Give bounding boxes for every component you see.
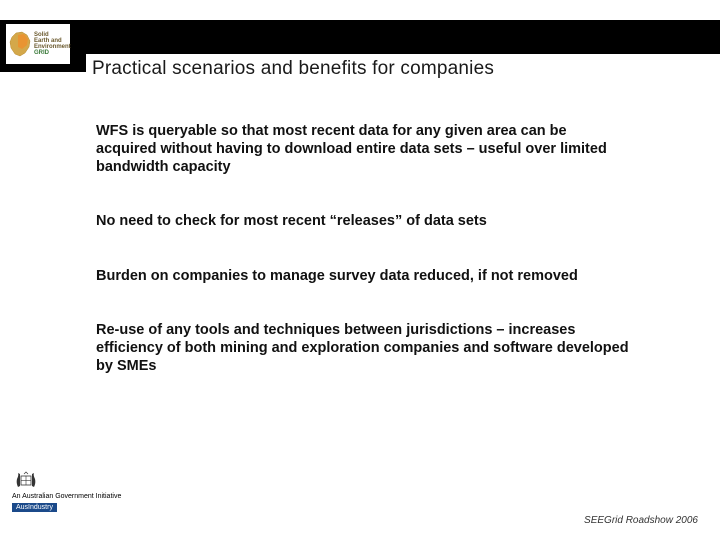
top-logo-text: Solid Earth and Environment GRID xyxy=(34,32,71,57)
bullet-item: No need to check for most recent “releas… xyxy=(96,212,630,230)
page-title: Practical scenarios and benefits for com… xyxy=(92,58,494,80)
content-area: WFS is queryable so that most recent dat… xyxy=(96,122,630,411)
footer-text: SEEGrid Roadshow 2006 xyxy=(584,515,698,526)
title-band: Practical scenarios and benefits for com… xyxy=(86,54,720,84)
coat-of-arms-icon xyxy=(12,469,40,491)
bullet-item: Re-use of any tools and techniques betwe… xyxy=(96,321,630,375)
australia-map-icon xyxy=(8,29,32,59)
ausindustry-tag: AusIndustry xyxy=(12,503,57,512)
bottom-logo: An Australian Government Initiative AusI… xyxy=(12,469,121,512)
top-logo: Solid Earth and Environment GRID xyxy=(6,24,70,64)
bullet-item: Burden on companies to manage survey dat… xyxy=(96,267,630,285)
gov-initiative-text: An Australian Government Initiative xyxy=(12,493,121,500)
logo-line4: GRID xyxy=(34,50,71,56)
bullet-item: WFS is queryable so that most recent dat… xyxy=(96,122,630,176)
